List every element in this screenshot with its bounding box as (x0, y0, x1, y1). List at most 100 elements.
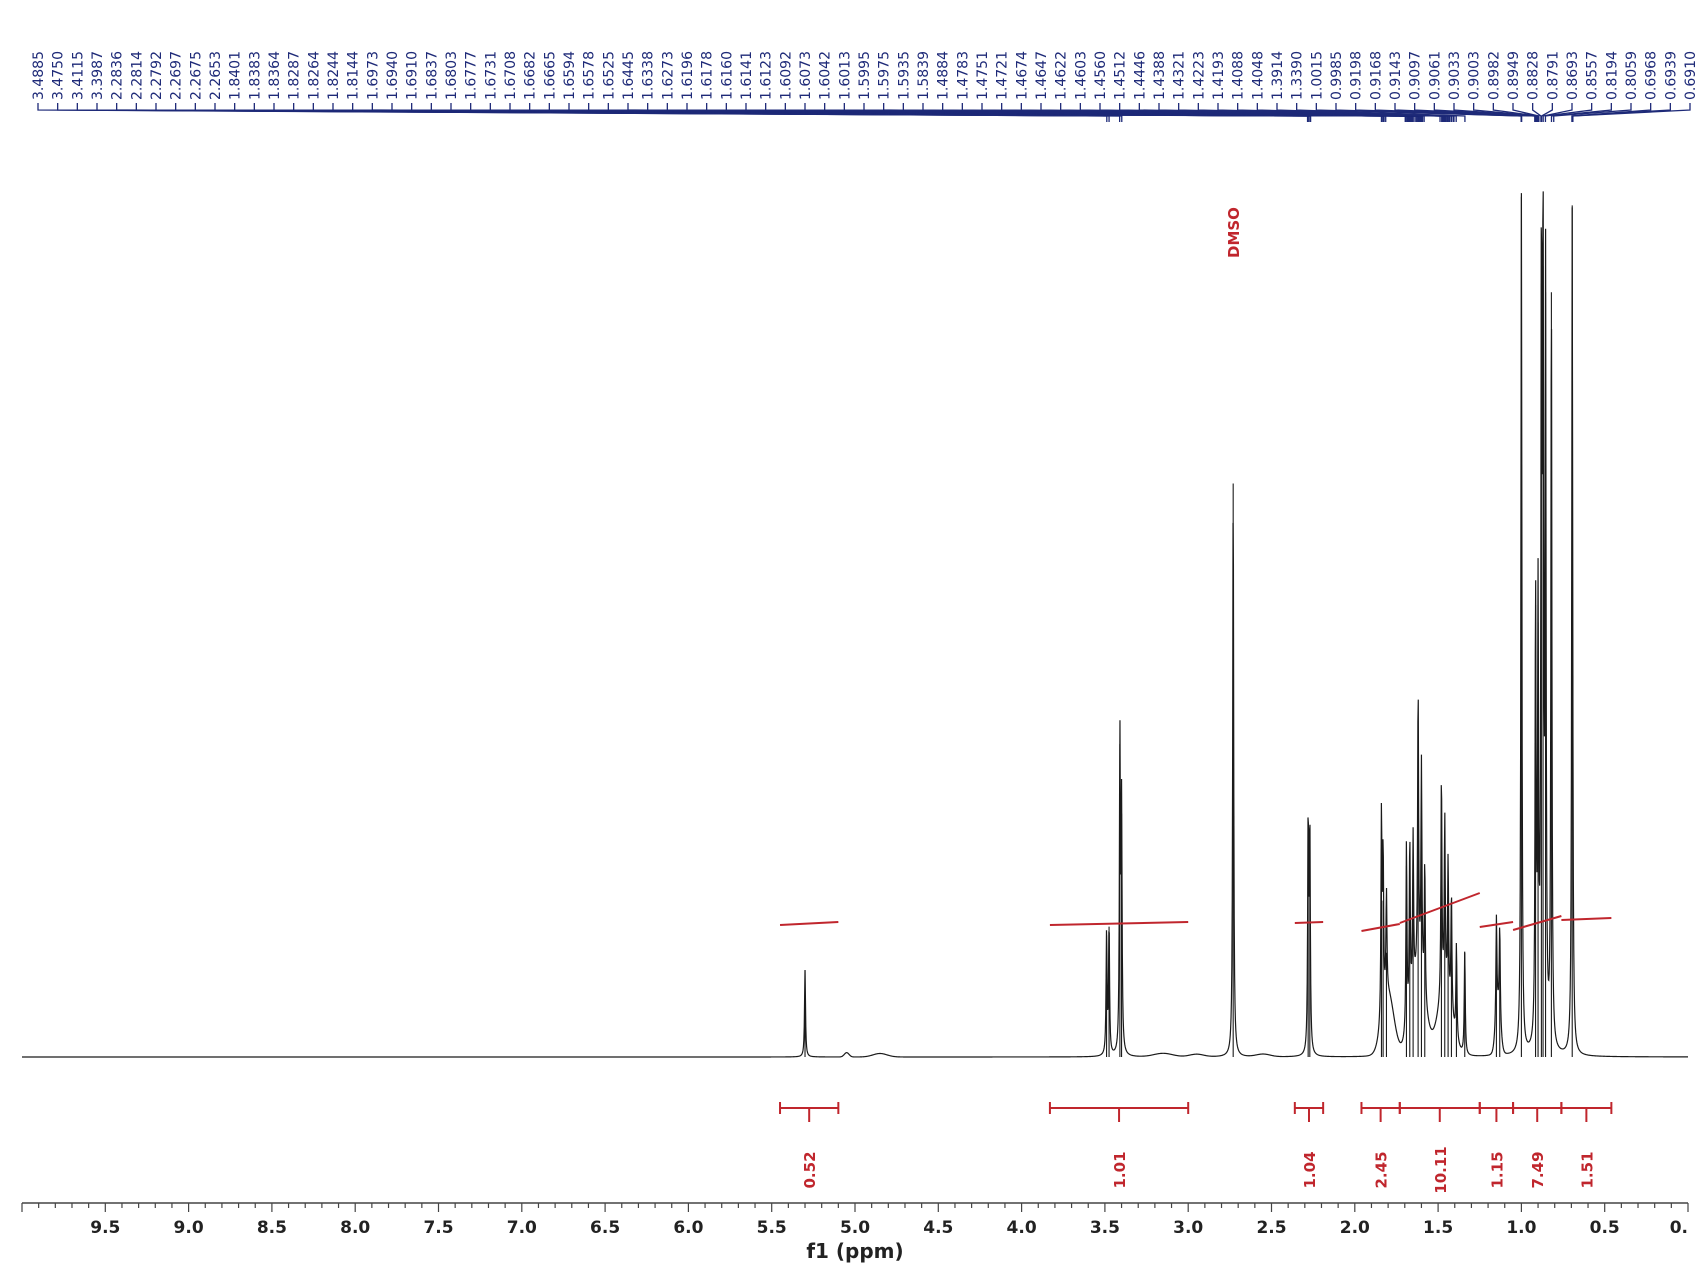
x-tick-label: 7.0 (507, 1218, 537, 1238)
x-axis-title: f1 (ppm) (806, 1239, 903, 1263)
peak-label: 0.9097 (1408, 51, 1424, 100)
peak-label: 0.8791 (1545, 51, 1561, 100)
x-tick-label: 0. (1670, 1218, 1688, 1238)
integral-value: 0.52 (801, 1151, 819, 1188)
peak-label: 3.4750 (51, 51, 67, 100)
spectrum-trace (22, 191, 1688, 1058)
peak-label: 1.6123 (759, 51, 775, 100)
peak-label: 1.0015 (1309, 51, 1325, 100)
x-tick-label: 9.5 (90, 1218, 120, 1238)
peak-label: 1.4783 (955, 51, 971, 100)
peak-label: 1.4223 (1191, 51, 1207, 100)
peak-label-connector (1572, 103, 1691, 122)
peak-label: 1.8364 (267, 51, 283, 100)
peak-label: 2.2697 (169, 51, 185, 100)
peak-label-list: 3.4885 3.4750 3.4115 3.3987 2.2836 2.2814 2.27… (31, 51, 1699, 100)
peak-label: 1.4622 (1054, 51, 1070, 100)
peak-label: 0.9198 (1349, 51, 1365, 100)
peak-label: 0.8194 (1604, 51, 1620, 100)
x-tick-label: 6.0 (673, 1218, 703, 1238)
peak-label: 1.3390 (1290, 51, 1306, 100)
peak-label: 2.2792 (149, 51, 165, 100)
integral-curve (1479, 921, 1514, 928)
x-axis: 9.5 9.0 8.5 8.0 7.5 7.0 6.5 6.0 5.5 5.0 4.5 4.0 3.5 3… (21, 1202, 1689, 1238)
peak-label: 1.5839 (916, 51, 932, 100)
x-tick-label: 3.0 (1173, 1218, 1203, 1238)
peak-label: 2.2836 (110, 51, 126, 100)
peak-label: 2.2675 (188, 51, 204, 100)
peak-label: 1.8401 (228, 51, 244, 100)
x-tick-label: 2.0 (1340, 1218, 1370, 1238)
peak-label-connector (1542, 103, 1573, 122)
peak-label: 2.2814 (129, 51, 145, 100)
peak-label: 1.4603 (1073, 51, 1089, 100)
peak-label: 0.8982 (1486, 51, 1502, 100)
peak-label: 1.4193 (1211, 51, 1227, 100)
peak-label: 1.6073 (798, 51, 814, 100)
peak-label: 3.4115 (70, 51, 86, 100)
peak-label: 1.6178 (700, 51, 716, 100)
integral-curve (1361, 923, 1400, 932)
peak-label: 1.4560 (1093, 51, 1109, 100)
peak-label: 1.4446 (1132, 51, 1148, 100)
peak-label: 0.8059 (1624, 51, 1640, 100)
integral-curve (1512, 915, 1562, 931)
peak-label-connector (1544, 103, 1593, 122)
peak-label: 0.9033 (1447, 51, 1463, 100)
peak-label: 2.2653 (208, 51, 224, 100)
peak-label: 1.8244 (326, 51, 342, 100)
peak-label: 1.6682 (523, 51, 539, 100)
integral-curve (1294, 921, 1324, 924)
peak-label: 1.6665 (542, 51, 558, 100)
peak-label: 1.6042 (818, 51, 834, 100)
spectrum-plot-area (22, 191, 1688, 1058)
x-tick-label: 7.5 (423, 1218, 453, 1238)
peak-label: 1.6731 (483, 51, 499, 100)
x-tick-label: 9.0 (174, 1218, 204, 1238)
peak-label: 1.6594 (562, 51, 578, 100)
integral-curve (1561, 917, 1612, 921)
x-tick-label: 5.0 (840, 1218, 870, 1238)
peak-label: 0.9143 (1388, 51, 1404, 100)
peak-label-connector (1550, 103, 1612, 122)
peak-label: 1.4088 (1231, 51, 1247, 100)
x-tick-label: 1.5 (1423, 1218, 1453, 1238)
integral-value: 1.51 (1578, 1151, 1596, 1188)
peak-label: 1.6525 (601, 51, 617, 100)
integral-value: 2.45 (1373, 1151, 1391, 1188)
peak-label: 1.6803 (444, 51, 460, 100)
integral-brackets: 0.52 1.01 1.04 2.45 10.11 1.15 7.49 1.51 (779, 1102, 1613, 1194)
peak-label: 1.4674 (1014, 51, 1030, 100)
peak-label: 1.4321 (1172, 51, 1188, 100)
peak-label: 1.8287 (287, 51, 303, 100)
peak-label: 1.4721 (995, 51, 1011, 100)
peak-label: 1.6837 (424, 51, 440, 100)
peak-label: 1.5995 (857, 51, 873, 100)
integral-curve (779, 921, 839, 926)
integral-curve (1399, 892, 1481, 924)
peak-label: 1.6273 (660, 51, 676, 100)
x-tick-label: 8.0 (340, 1218, 370, 1238)
peak-label: 1.4647 (1034, 51, 1050, 100)
peak-label: 1.8264 (306, 51, 322, 100)
peak-label: 3.4885 (31, 51, 47, 100)
peak-label: 0.6910 (1683, 51, 1699, 100)
peak-label: 1.4884 (936, 51, 952, 100)
x-tick-label: 3.5 (1090, 1218, 1120, 1238)
peak-label-connector (1296, 103, 1466, 122)
peak-label: 0.9003 (1467, 51, 1483, 100)
peak-label-connector (1540, 103, 1553, 122)
peak-label: 1.4388 (1152, 51, 1168, 100)
peak-label: 0.9061 (1427, 51, 1443, 100)
peak-label: 1.6445 (621, 51, 637, 100)
peak-label-connector (1512, 103, 1540, 122)
peak-label: 0.9985 (1329, 51, 1345, 100)
peak-label: 1.6160 (719, 51, 735, 100)
x-tick-label: 4.5 (923, 1218, 953, 1238)
peak-label: 0.9168 (1368, 51, 1384, 100)
integral-value: 1.01 (1111, 1151, 1129, 1188)
peak-label: 1.6092 (778, 51, 794, 100)
x-tick-label: 4.0 (1007, 1218, 1037, 1238)
integral-value: 10.11 (1432, 1146, 1450, 1193)
peak-label: 0.8949 (1506, 51, 1522, 100)
